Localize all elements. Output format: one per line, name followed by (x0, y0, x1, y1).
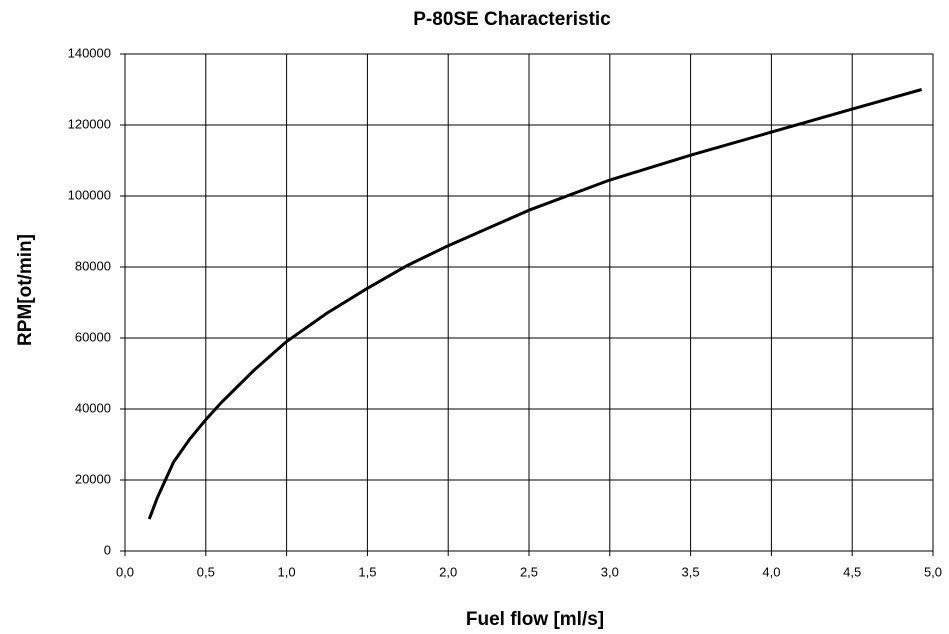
x-axis-label: Fuel flow [ml/s] (466, 609, 604, 630)
y-tick-label: 0 (104, 542, 111, 557)
x-tick-label: 1,5 (358, 564, 376, 579)
x-tick-label: 5,0 (924, 564, 942, 579)
chart-title: P-80SE Characteristic (413, 9, 611, 30)
x-tick-label: 1,0 (278, 564, 296, 579)
y-tick-label: 120000 (68, 116, 111, 131)
y-tick-label: 100000 (68, 187, 111, 202)
y-axis-label: RPM[ot/min] (15, 234, 36, 346)
y-tick-label: 140000 (68, 45, 111, 60)
x-tick-label: 2,0 (439, 564, 457, 579)
y-tick-label: 40000 (75, 400, 111, 415)
x-tick-label: 4,5 (843, 564, 861, 579)
x-tick-label: 0,0 (116, 564, 134, 579)
y-tick-label: 20000 (75, 471, 111, 486)
plot-frame (124, 53, 934, 552)
y-tick-label: 60000 (75, 329, 111, 344)
line (147, 88, 923, 520)
x-tick-label: 3,0 (601, 564, 619, 579)
y-tick-label: 80000 (75, 258, 111, 273)
x-tick-label: 4,0 (762, 564, 780, 579)
x-tick-label: 2,5 (520, 564, 538, 579)
x-tick-label: 3,5 (682, 564, 700, 579)
x-tick-label: 0,5 (197, 564, 215, 579)
